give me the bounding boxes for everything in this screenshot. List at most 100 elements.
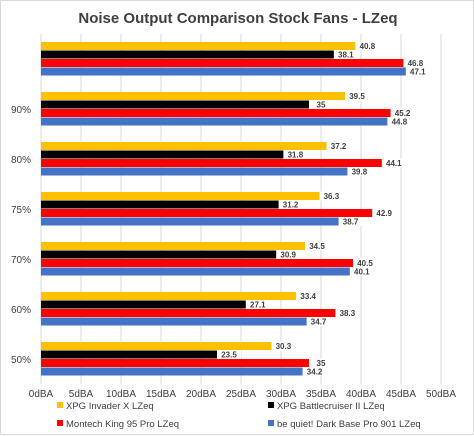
category-label: 60% bbox=[11, 305, 31, 316]
legend-label: XPG Battlecruiser II LZeq bbox=[277, 401, 385, 412]
data-label-box bbox=[326, 141, 351, 151]
data-label: 47.1 bbox=[410, 67, 426, 76]
data-label-box bbox=[403, 58, 428, 68]
legend-label: Montech King 95 Pro LZeq bbox=[66, 419, 179, 430]
bar bbox=[41, 250, 289, 259]
data-label: 33.4 bbox=[300, 292, 316, 301]
value-axis: 0dBA 5dBA 10dBA 15dBA 20dBA 25dBA 30dBA 35dBA 40… bbox=[29, 389, 457, 400]
data-label: 34.2 bbox=[307, 367, 323, 376]
data-label-box bbox=[302, 367, 327, 376]
data-label: 35 bbox=[317, 359, 326, 368]
x-tick-label: 30dBA bbox=[266, 389, 296, 400]
data-label-box bbox=[353, 258, 377, 268]
legend: XPG Invader X LZeq XPG Battlecruiser II L… bbox=[57, 401, 421, 430]
bar bbox=[41, 42, 368, 50]
x-tick-label: 5dBA bbox=[69, 389, 94, 400]
data-label: 45.2 bbox=[395, 109, 411, 118]
data-label-box bbox=[390, 108, 415, 118]
data-label: 42.9 bbox=[376, 209, 392, 218]
data-label: 40.5 bbox=[357, 259, 373, 268]
x-tick-label: 45dBA bbox=[386, 389, 416, 400]
bar bbox=[41, 92, 357, 100]
legend-swatch bbox=[57, 402, 63, 408]
data-label-box bbox=[296, 291, 321, 301]
bar bbox=[41, 359, 321, 367]
data-label: 38.1 bbox=[338, 50, 354, 59]
bar bbox=[41, 67, 418, 76]
data-label: 38.7 bbox=[343, 217, 359, 226]
bar bbox=[41, 200, 291, 209]
x-tick-label: 10dBA bbox=[106, 389, 136, 400]
data-label: 39.5 bbox=[349, 92, 365, 101]
bar bbox=[41, 309, 348, 317]
data-label-box bbox=[333, 50, 358, 59]
bar bbox=[41, 159, 394, 167]
data-label-box bbox=[309, 358, 333, 368]
data-label-box bbox=[271, 341, 296, 351]
x-tick-label: 25dBA bbox=[226, 389, 256, 400]
data-label-box bbox=[309, 100, 333, 109]
data-labels: 40.8 38.1 46.847.1 39.5 35 45.244.8 37.2 31.8 44… bbox=[217, 41, 430, 376]
data-label-box bbox=[276, 250, 301, 259]
data-label-box bbox=[372, 208, 397, 218]
x-tick-label: 20dBA bbox=[186, 389, 216, 400]
data-label-box bbox=[405, 67, 430, 76]
bar bbox=[41, 292, 309, 300]
legend-swatch bbox=[268, 402, 274, 408]
category-label: 80% bbox=[11, 155, 31, 166]
data-label: 40.8 bbox=[360, 42, 376, 51]
category-label: 50% bbox=[11, 355, 31, 366]
data-label: 44.8 bbox=[392, 117, 408, 126]
legend-label: XPG Invader X LZeq bbox=[66, 401, 154, 412]
bar bbox=[41, 242, 317, 250]
data-label-box bbox=[217, 350, 241, 359]
category-label: 90% bbox=[11, 105, 31, 116]
bar bbox=[41, 259, 365, 267]
legend-swatch bbox=[57, 420, 63, 426]
legend-label: be quiet! Dark Base Pro 901 LZeq bbox=[277, 419, 421, 430]
data-label: 37.2 bbox=[331, 142, 347, 151]
data-label-box bbox=[349, 267, 374, 276]
bar bbox=[41, 267, 362, 276]
x-tick-label: 0dBA bbox=[29, 389, 54, 400]
data-label: 31.8 bbox=[288, 150, 304, 159]
bar bbox=[41, 117, 400, 126]
bar bbox=[41, 100, 321, 109]
data-label: 40.1 bbox=[354, 267, 370, 276]
x-tick-label: 50dBA bbox=[426, 389, 456, 400]
legend-swatch bbox=[268, 420, 274, 426]
bar bbox=[41, 50, 346, 59]
data-label-box bbox=[305, 241, 329, 251]
data-label: 30.3 bbox=[276, 342, 292, 351]
x-tick-label: 35dBA bbox=[306, 389, 336, 400]
data-label-box bbox=[319, 191, 344, 201]
data-label-box bbox=[387, 117, 412, 126]
bar bbox=[41, 350, 229, 359]
data-label: 35 bbox=[317, 100, 326, 109]
category-label: 70% bbox=[11, 255, 31, 266]
data-label-box bbox=[245, 300, 270, 309]
data-label: 39.8 bbox=[352, 167, 368, 176]
chart-title: Noise Output Comparison Stock Fans - LZe… bbox=[78, 10, 397, 27]
data-label: 44.1 bbox=[386, 159, 402, 168]
bar bbox=[41, 300, 258, 309]
x-tick-label: 40dBA bbox=[346, 389, 376, 400]
bar bbox=[41, 59, 416, 67]
data-label: 31.2 bbox=[283, 200, 299, 209]
data-label-box bbox=[335, 308, 360, 318]
bar bbox=[41, 109, 403, 117]
data-label: 34.5 bbox=[309, 242, 325, 251]
bar bbox=[41, 167, 360, 176]
bar bbox=[41, 342, 284, 350]
data-label-box bbox=[381, 158, 406, 168]
data-label-box bbox=[306, 317, 331, 326]
data-label-box bbox=[355, 41, 380, 51]
data-label: 27.1 bbox=[250, 300, 266, 309]
data-label-box bbox=[345, 91, 369, 101]
data-label: 38.3 bbox=[340, 309, 356, 318]
data-label: 23.5 bbox=[221, 350, 237, 359]
data-label-box bbox=[283, 150, 308, 159]
data-label: 30.9 bbox=[280, 250, 296, 259]
bar bbox=[41, 142, 339, 150]
